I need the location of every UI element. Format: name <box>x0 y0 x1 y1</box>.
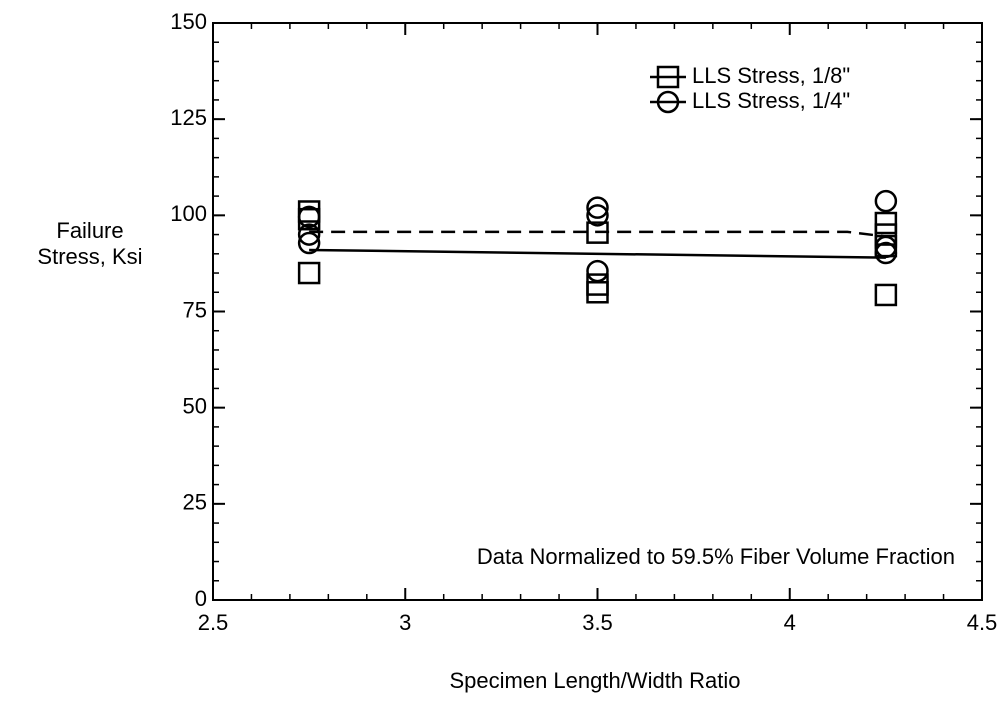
y-tick-label: 25 <box>183 490 207 515</box>
point <box>586 196 609 219</box>
point <box>586 259 609 283</box>
point <box>874 235 898 259</box>
legend-label: LLS Stress, 1/8" <box>692 63 850 88</box>
y-axis-label: Stress, Ksi <box>37 244 142 269</box>
y-tick-label: 50 <box>183 393 207 418</box>
y-tick-label: 100 <box>170 201 207 226</box>
plot-frame <box>212 22 983 601</box>
y-tick-label: 150 <box>170 9 207 34</box>
y-tick-label: 125 <box>170 105 207 130</box>
point <box>874 283 898 307</box>
point <box>874 223 898 246</box>
x-tick-label: 2.5 <box>198 610 229 635</box>
x-axis-label: Specimen Length/Width Ratio <box>449 668 740 693</box>
annotation: Data Normalized to 59.5% Fiber Volume Fr… <box>477 544 955 569</box>
x-tick-label: 3 <box>399 610 411 635</box>
y-axis-label: Failure <box>56 218 123 243</box>
point <box>297 261 321 285</box>
point <box>874 241 898 265</box>
y-tick-label: 75 <box>183 297 207 322</box>
legend-marker <box>656 65 680 89</box>
x-tick-label: 4 <box>784 610 796 635</box>
point <box>297 205 321 229</box>
x-tick-label: 3.5 <box>582 610 613 635</box>
point <box>586 204 609 227</box>
y-tick-label: 0 <box>195 586 207 611</box>
x-tick-label: 4.5 <box>967 610 998 635</box>
point <box>297 231 321 255</box>
fit-line <box>309 248 886 259</box>
legend-marker <box>656 90 680 114</box>
point <box>874 189 898 213</box>
point <box>297 223 321 246</box>
legend-label: LLS Stress, 1/4" <box>692 88 850 113</box>
point <box>586 221 609 244</box>
point <box>586 281 609 304</box>
point <box>874 211 898 235</box>
fit-line <box>309 230 887 238</box>
